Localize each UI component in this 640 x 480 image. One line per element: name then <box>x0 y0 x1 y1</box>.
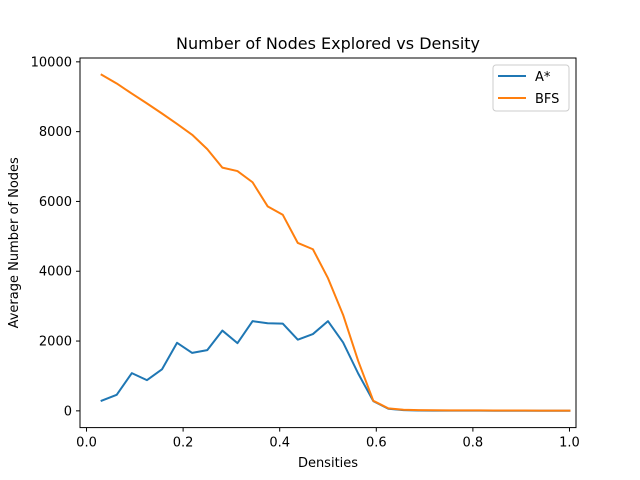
y-tick-label: 10000 <box>31 55 72 70</box>
chart-title: Number of Nodes Explored vs Density <box>176 34 480 53</box>
y-tick-label: 6000 <box>39 195 72 210</box>
legend: A* BFS <box>492 64 570 112</box>
x-tick-label: 0.8 <box>463 436 484 451</box>
x-axis: 0.0 0.2 0.4 0.6 0.8 1.0 <box>76 427 580 451</box>
x-tick-label: 1.0 <box>559 436 580 451</box>
legend-label: BFS <box>535 92 559 107</box>
series-line-bfs <box>100 73 571 412</box>
x-tick-label: 0.2 <box>173 436 194 451</box>
x-tick-label: 0.6 <box>366 436 387 451</box>
legend-label: A* <box>535 70 551 85</box>
y-tick-label: 4000 <box>39 265 72 280</box>
x-tick-label: 0.4 <box>269 436 290 451</box>
y-tick-label: 8000 <box>39 125 72 140</box>
y-axis: 0 2000 4000 6000 8000 10000 <box>31 55 80 419</box>
x-tick-label: 0.0 <box>76 436 97 451</box>
plot-area <box>100 73 571 412</box>
y-axis-label: Average Number of Nodes <box>7 157 22 328</box>
y-tick-label: 0 <box>64 404 72 419</box>
x-axis-label: Densities <box>298 456 358 471</box>
axes-frame <box>79 57 577 429</box>
y-tick-label: 2000 <box>39 335 72 350</box>
